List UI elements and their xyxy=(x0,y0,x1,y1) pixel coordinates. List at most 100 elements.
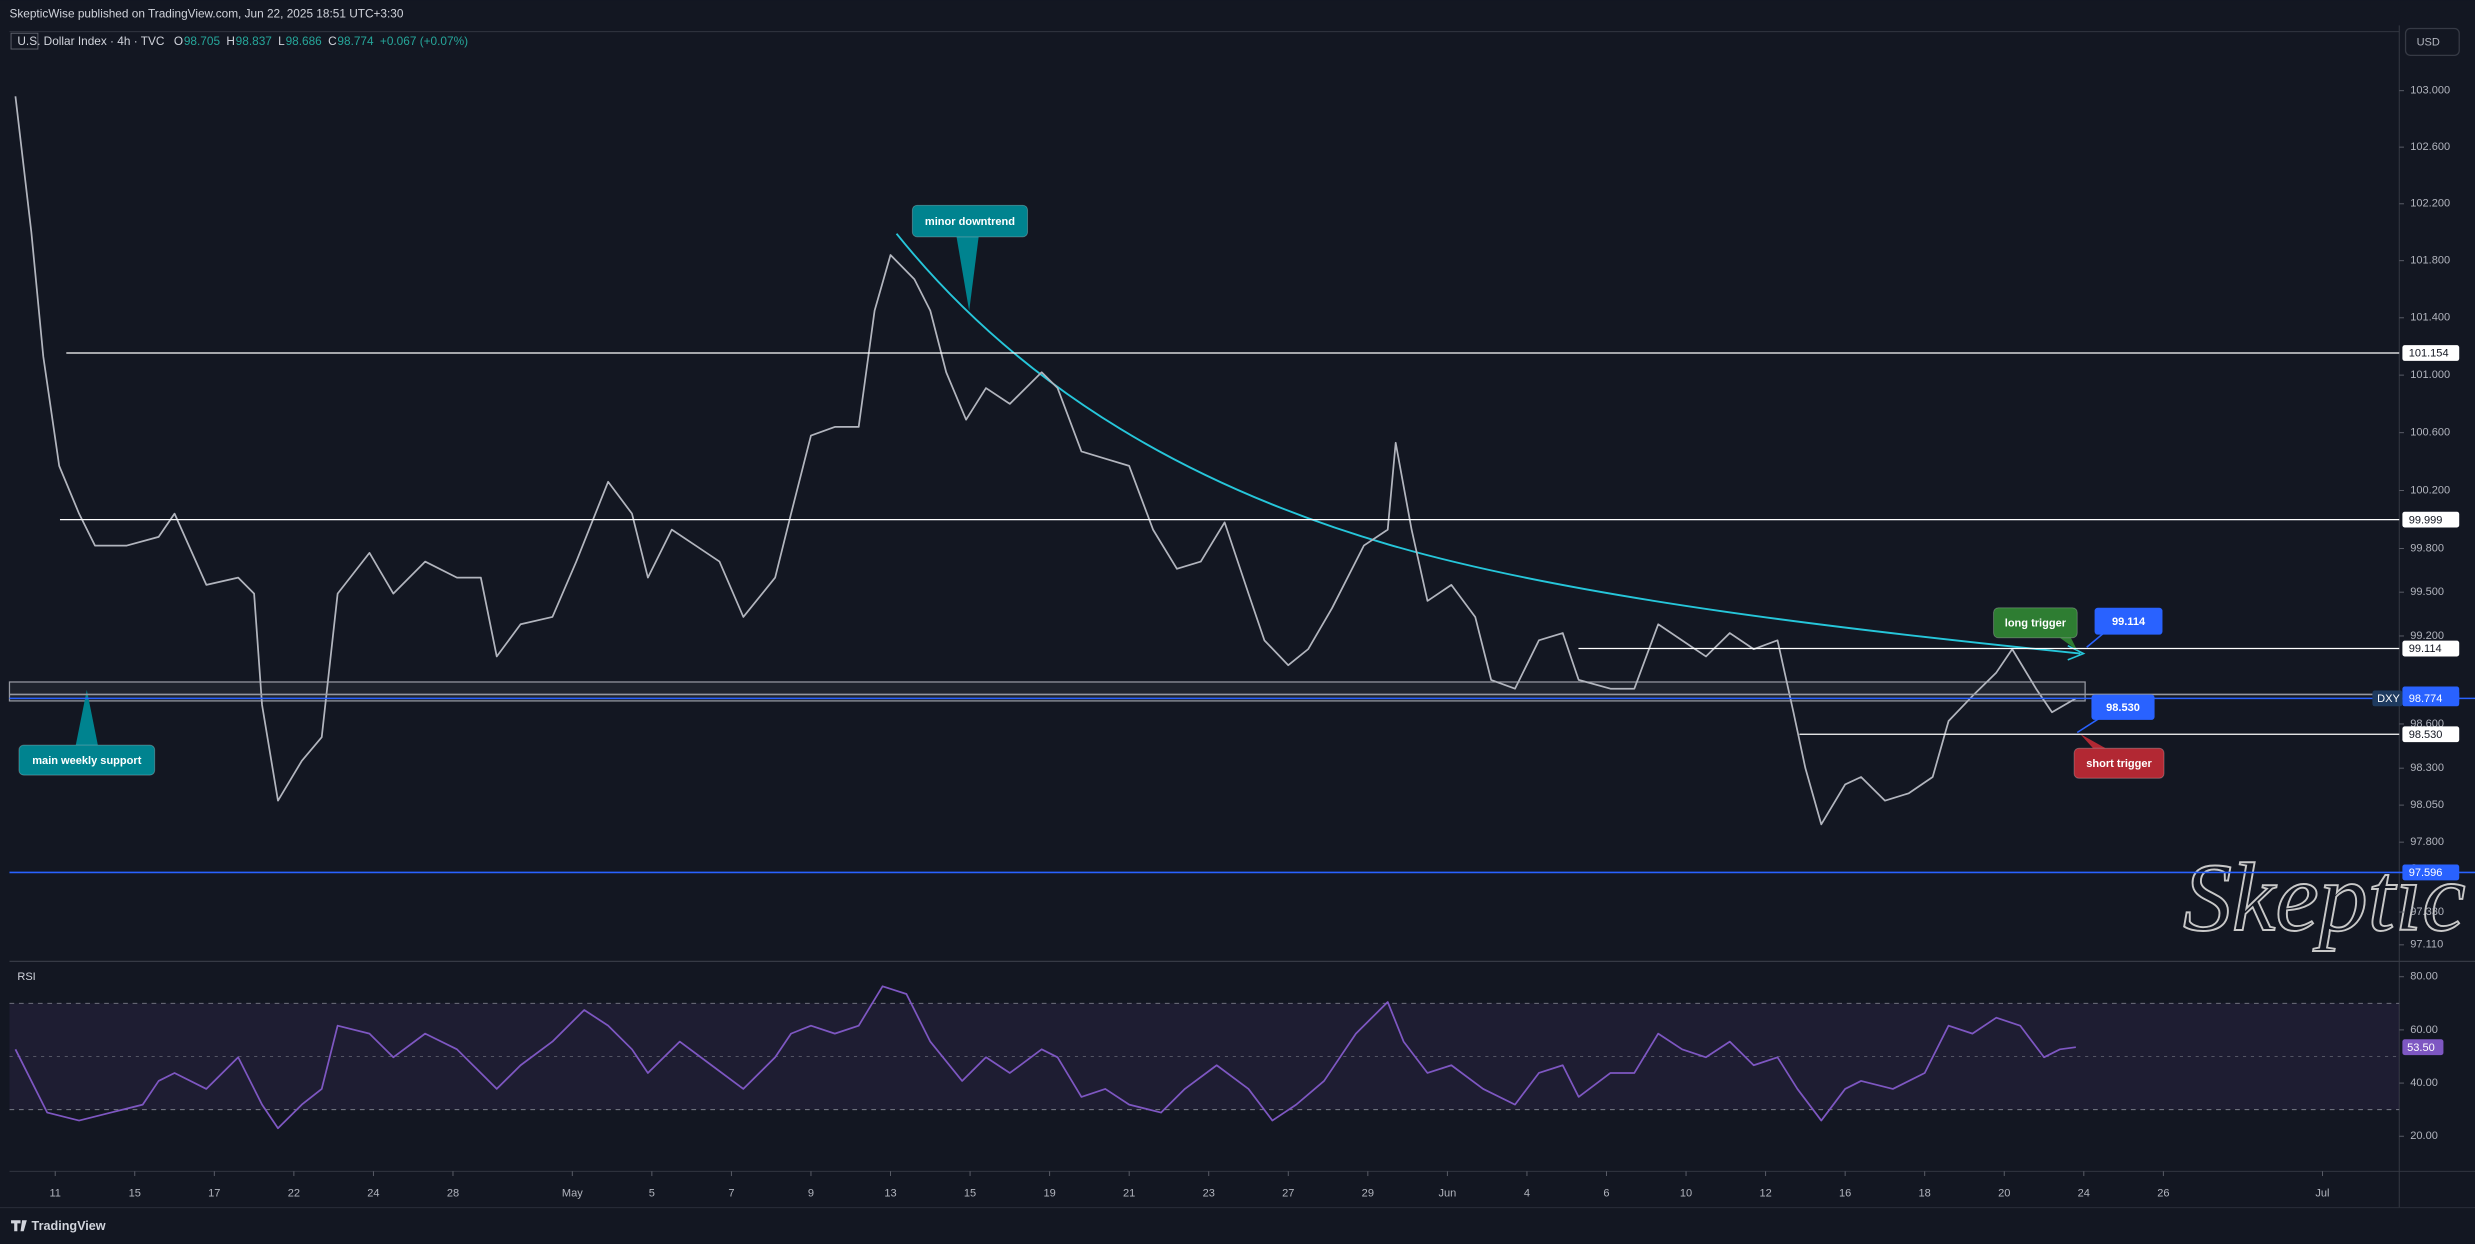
symbol: U.S. Dollar Index · 4h · TVC xyxy=(17,34,164,48)
y-tick-label: 101.400 xyxy=(2410,312,2450,324)
footer-brand: TradingView xyxy=(32,1219,106,1233)
level-label: 99.114 xyxy=(2409,643,2442,655)
x-tick-label: 24 xyxy=(2078,1187,2090,1199)
level-label: 97.596 xyxy=(2409,867,2443,879)
y-tick-label: 97.330 xyxy=(2410,906,2444,918)
rsi-title: RSI xyxy=(17,971,35,983)
annotation: minor downtrend xyxy=(925,216,1015,228)
x-tick-label: 7 xyxy=(728,1187,734,1199)
annotation-box xyxy=(911,204,1029,238)
price-callout-box xyxy=(2094,607,2163,635)
price-line xyxy=(14,985,2076,1130)
y-tick-label: 99.800 xyxy=(2410,542,2444,554)
price-callout-box xyxy=(2091,694,2155,720)
y-tick-label: 102.600 xyxy=(2410,141,2450,153)
y-tick-label: 99.200 xyxy=(2410,630,2444,642)
ohlc-value: 98.705 xyxy=(184,34,221,48)
price-callout: 98.530 xyxy=(2106,702,2140,714)
x-tick-label: 19 xyxy=(1043,1187,1055,1199)
ohlc-value: 98.774 xyxy=(337,34,374,48)
x-tick-label: 16 xyxy=(1839,1187,1851,1199)
callout-pointer xyxy=(956,236,979,312)
x-tick-label: 27 xyxy=(1282,1187,1294,1199)
x-tick-label: 26 xyxy=(2157,1187,2169,1199)
x-tick-label: 10 xyxy=(1680,1187,1692,1199)
x-tick-label: 15 xyxy=(129,1187,141,1199)
x-tick-label: 21 xyxy=(1123,1187,1135,1199)
ohlc-key: C xyxy=(328,34,337,48)
price-callout: 99.114 xyxy=(2112,616,2146,628)
x-tick-label: 18 xyxy=(1919,1187,1931,1199)
x-tick-label: 24 xyxy=(367,1187,379,1199)
annotation-box xyxy=(18,744,156,776)
annotation-box xyxy=(2073,747,2165,779)
y-tick-label: 99.500 xyxy=(2410,586,2444,598)
logo xyxy=(11,1220,27,1232)
ohlc-key: H xyxy=(226,34,235,48)
annotation: long trigger xyxy=(2005,618,2067,630)
ohlc-key: O xyxy=(174,34,183,48)
level-label-box xyxy=(2402,864,2460,881)
level-label: 98.774 xyxy=(2409,693,2443,705)
level-label: 99.999 xyxy=(2409,514,2443,526)
level-label-box xyxy=(2402,345,2460,361)
x-tick-label: Jul xyxy=(2315,1187,2329,1199)
x-tick-label: 20 xyxy=(1998,1187,2010,1199)
x-tick-label: 15 xyxy=(964,1187,976,1199)
x-tick-label: 6 xyxy=(1603,1187,1609,1199)
y-tick-label: 98.050 xyxy=(2410,799,2444,811)
y-tick-label: 102.200 xyxy=(2410,198,2450,210)
level-label-box xyxy=(2402,690,2460,707)
label-pointer xyxy=(2076,717,2100,734)
price-line xyxy=(14,96,2077,826)
x-tick-label: 22 xyxy=(288,1187,300,1199)
y-tick-label: 60.00 xyxy=(2410,1024,2438,1036)
change: +0.067 (+0.07%) xyxy=(380,34,468,48)
x-tick-label: Jun xyxy=(1438,1187,1456,1199)
level-label-box xyxy=(2402,640,2460,657)
support-zone xyxy=(8,681,2086,702)
level-label-box xyxy=(2402,726,2460,743)
y-tick-label: 100.600 xyxy=(2410,427,2450,439)
annotation-box xyxy=(1993,607,2078,639)
ohlc-value: 98.686 xyxy=(286,34,323,48)
x-tick-label: 28 xyxy=(447,1187,459,1199)
x-tick-label: 4 xyxy=(1524,1187,1530,1199)
currency-button[interactable] xyxy=(2404,27,2460,56)
symbol-badge xyxy=(10,32,39,50)
x-tick-label: 13 xyxy=(884,1187,896,1199)
x-tick-label: 17 xyxy=(208,1187,220,1199)
callout-pointer xyxy=(75,689,98,746)
level-label: 98.530 xyxy=(2409,729,2443,741)
x-tick-label: 23 xyxy=(1203,1187,1215,1199)
y-tick-label: 40.00 xyxy=(2410,1077,2438,1089)
level-label: 101.154 xyxy=(2409,348,2449,360)
y-tick-label: 103.000 xyxy=(2410,85,2450,97)
y-tick-label: 97.110 xyxy=(2410,939,2443,951)
x-tick-label: 12 xyxy=(1759,1187,1771,1199)
ohlc-key: L xyxy=(278,34,285,48)
symbol-tag: DXY xyxy=(2377,693,2400,705)
x-tick-label: 9 xyxy=(808,1187,814,1199)
currency[interactable]: USD xyxy=(2417,37,2440,49)
y-tick-label: 98.300 xyxy=(2410,762,2444,774)
ohlc-value: 98.837 xyxy=(236,34,272,48)
symbol-tag-box xyxy=(2372,690,2403,707)
x-tick-label: 11 xyxy=(49,1187,60,1199)
y-tick-label: 97.800 xyxy=(2410,836,2444,848)
signature: Skeptic xyxy=(2183,844,2466,952)
rsi-value: 53.50 xyxy=(2407,1042,2435,1054)
x-tick-label: 29 xyxy=(1362,1187,1374,1199)
y-tick-label: 20.00 xyxy=(2410,1130,2438,1142)
level-label-box xyxy=(2402,511,2460,528)
annotation: main weekly support xyxy=(32,755,141,767)
y-tick-label: 101.000 xyxy=(2410,369,2450,381)
publisher: SkepticWise published on TradingView.com… xyxy=(9,6,403,20)
annotation: short trigger xyxy=(2086,758,2152,770)
y-tick-label: 101.800 xyxy=(2410,255,2450,267)
rsi-value-box xyxy=(2402,1039,2444,1056)
x-tick-label: 5 xyxy=(649,1187,655,1199)
y-tick-label: 100.200 xyxy=(2410,484,2450,496)
y-tick-label: 80.00 xyxy=(2410,971,2438,983)
